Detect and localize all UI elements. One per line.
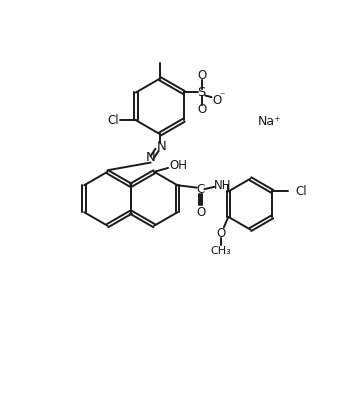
Text: C: C <box>197 183 205 196</box>
Text: O: O <box>197 69 206 82</box>
Text: S: S <box>197 86 206 99</box>
Text: Na⁺: Na⁺ <box>258 115 282 128</box>
Text: O: O <box>196 206 205 219</box>
Text: Cl: Cl <box>296 185 307 198</box>
Text: Cl: Cl <box>107 114 118 127</box>
Text: O: O <box>197 103 206 116</box>
Text: N: N <box>157 140 166 153</box>
Text: N: N <box>146 151 156 164</box>
Text: NH: NH <box>213 179 231 192</box>
Text: ⁻: ⁻ <box>220 92 225 101</box>
Text: O: O <box>212 94 222 107</box>
Text: O: O <box>216 227 225 240</box>
Text: CH₃: CH₃ <box>210 246 231 256</box>
Text: OH: OH <box>170 159 188 172</box>
